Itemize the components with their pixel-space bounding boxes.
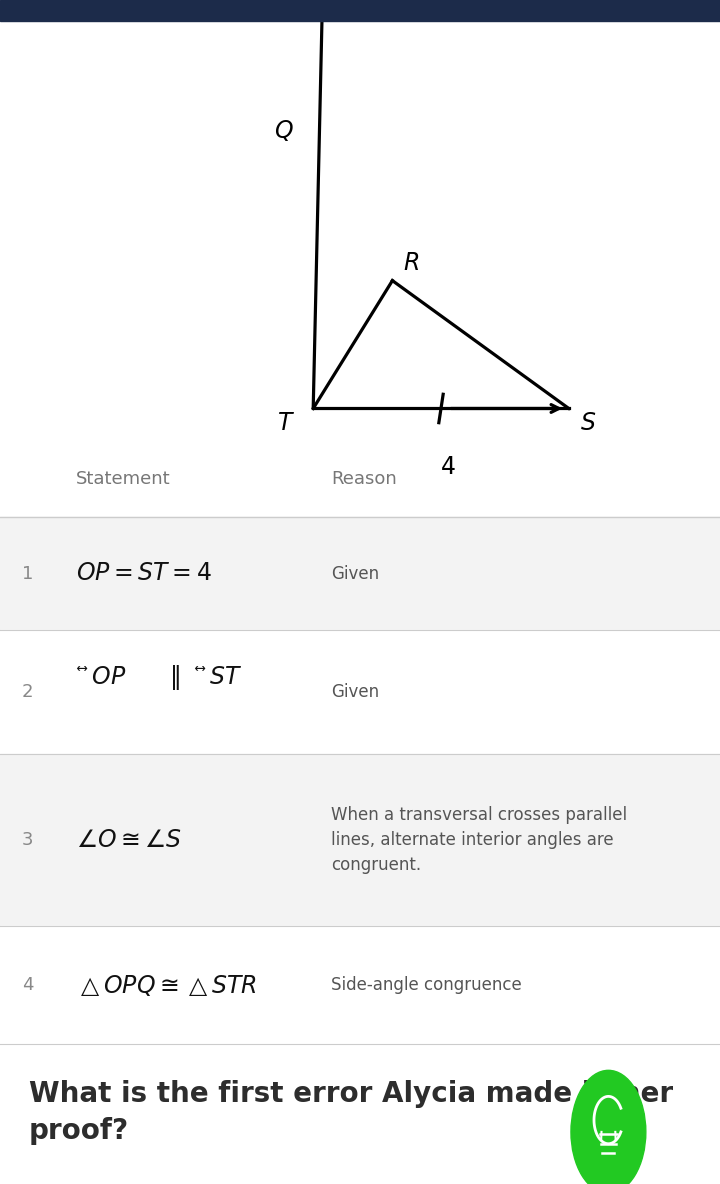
Text: Side-angle congruence: Side-angle congruence — [331, 976, 522, 995]
Text: 2: 2 — [22, 683, 33, 701]
Text: $\|$: $\|$ — [169, 663, 180, 693]
Text: $T$: $T$ — [277, 412, 295, 435]
Text: 3: 3 — [22, 831, 33, 849]
Text: $OP = ST = 4$: $OP = ST = 4$ — [76, 562, 212, 585]
Text: $\angle O \cong \angle S$: $\angle O \cong \angle S$ — [76, 829, 182, 851]
Text: Statement: Statement — [76, 470, 170, 488]
Text: $4$: $4$ — [441, 456, 456, 478]
Text: $\overleftrightarrow{ST}$: $\overleftrightarrow{ST}$ — [194, 667, 243, 689]
Text: What is the first error Alycia made in her
proof?: What is the first error Alycia made in h… — [29, 1080, 673, 1145]
Text: Given: Given — [331, 683, 379, 701]
Circle shape — [571, 1070, 646, 1184]
Text: $Q$: $Q$ — [274, 117, 293, 143]
Bar — [0, 517, 720, 630]
Text: Given: Given — [331, 565, 379, 583]
Text: 4: 4 — [22, 976, 33, 995]
Text: 1: 1 — [22, 565, 33, 583]
Text: $\overleftrightarrow{OP}$: $\overleftrightarrow{OP}$ — [76, 667, 126, 689]
Text: $R$: $R$ — [403, 252, 419, 275]
Bar — [0, 0, 720, 21]
Bar — [0, 630, 720, 754]
Bar — [0, 926, 720, 1044]
Text: $S$: $S$ — [580, 412, 596, 435]
Text: Reason: Reason — [331, 470, 397, 488]
Text: $\triangle OPQ \cong \triangle STR$: $\triangle OPQ \cong \triangle STR$ — [76, 972, 256, 998]
Bar — [0, 754, 720, 926]
Text: When a transversal crosses parallel
lines, alternate interior angles are
congrue: When a transversal crosses parallel line… — [331, 806, 627, 874]
